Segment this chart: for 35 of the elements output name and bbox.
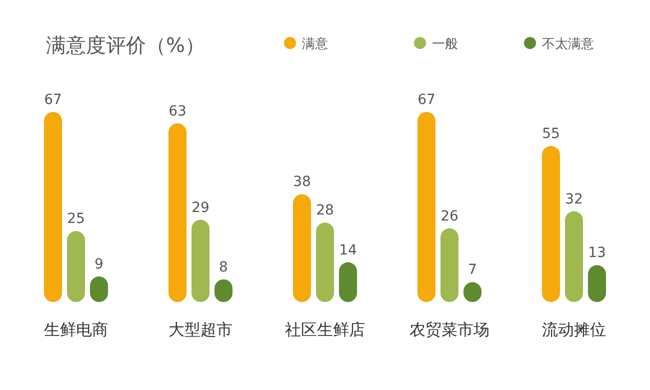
legend-label: 满意 xyxy=(302,37,328,52)
data-label: 26 xyxy=(440,208,458,224)
x-tick-label: 流动摊位 xyxy=(542,320,606,339)
legend-label: 不太满意 xyxy=(542,37,594,52)
x-tick-label: 农贸菜市场 xyxy=(409,320,490,339)
bar xyxy=(440,228,458,302)
chart-title: 满意度评价（%） xyxy=(46,33,206,57)
x-tick-label: 大型超市 xyxy=(168,320,233,339)
data-label: 55 xyxy=(542,126,560,142)
data-label: 29 xyxy=(192,200,210,216)
bar xyxy=(293,194,311,302)
x-tick-label: 生鲜电商 xyxy=(44,320,108,339)
bar xyxy=(339,262,357,302)
x-tick-label: 社区生鲜店 xyxy=(285,320,365,339)
data-label: 38 xyxy=(293,174,311,190)
data-label: 13 xyxy=(588,245,606,262)
bar xyxy=(168,123,187,302)
data-label: 25 xyxy=(67,211,85,228)
legend-label: 一般 xyxy=(432,37,458,52)
data-label: 67 xyxy=(44,92,62,108)
bar xyxy=(564,211,583,302)
data-label: 63 xyxy=(168,103,186,120)
data-label: 14 xyxy=(339,242,357,258)
data-label: 67 xyxy=(418,92,436,108)
bar xyxy=(44,112,62,302)
bar xyxy=(417,112,436,302)
data-label: 9 xyxy=(94,256,104,272)
bar xyxy=(192,220,210,302)
data-label: 7 xyxy=(468,262,477,278)
data-label: 32 xyxy=(565,191,583,208)
data-label: 28 xyxy=(316,202,334,219)
bar xyxy=(316,222,334,302)
bar xyxy=(542,146,560,302)
data-label: 8 xyxy=(219,259,228,276)
bar xyxy=(67,231,86,302)
